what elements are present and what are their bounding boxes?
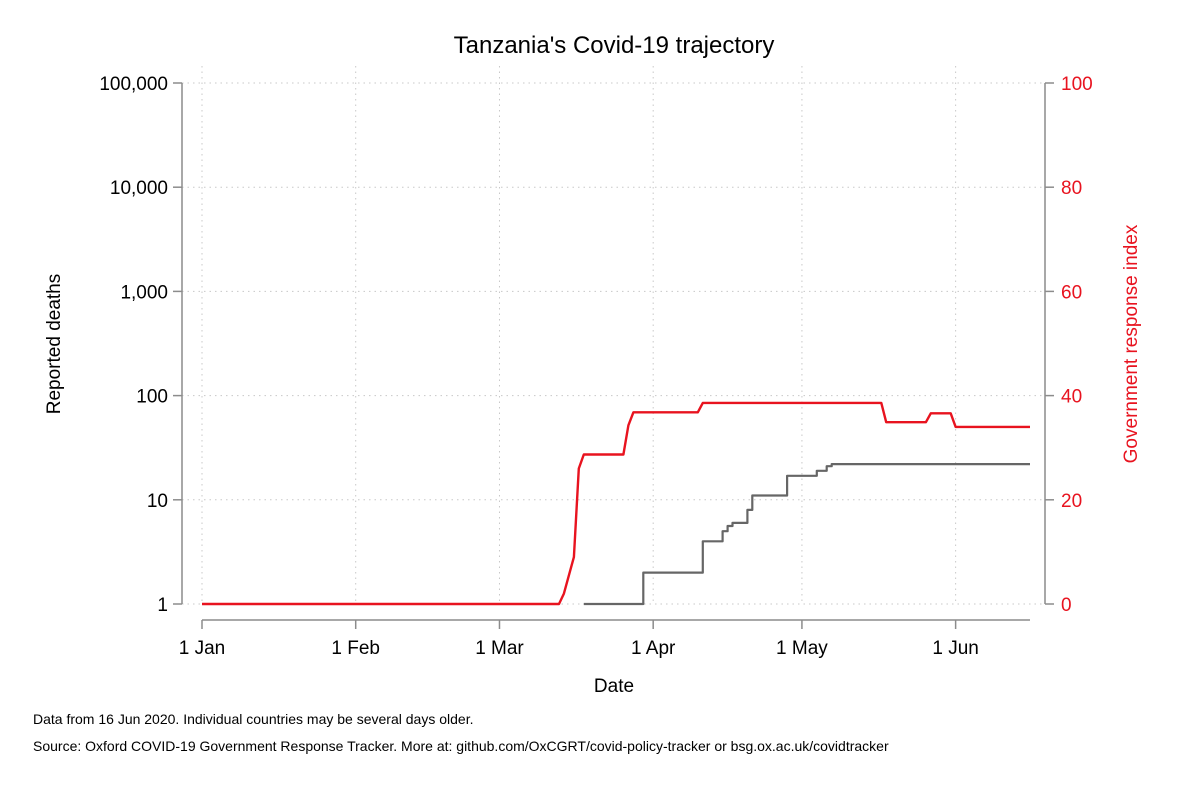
y-axis-label-left: Reported deaths <box>44 274 65 415</box>
data-lines <box>202 401 1030 606</box>
y-left-tick-label: 1 <box>157 595 168 616</box>
source-note: Source: Oxford COVID-19 Government Respo… <box>33 738 889 754</box>
series-line-response-index <box>202 401 1030 606</box>
x-axis-label: Date <box>594 676 634 697</box>
x-tick-label: 1 Feb <box>331 638 380 659</box>
y-right-tick-label: 60 <box>1061 282 1082 303</box>
y-right-tick-label: 80 <box>1061 178 1082 199</box>
y-left-tick-label: 10,000 <box>110 178 168 199</box>
tick-labels: 1 10 100 1,000 10,000 100,000 0 20 40 60 80 100 1 Ja… <box>99 74 1092 659</box>
y-right-tick-label: 40 <box>1061 387 1082 408</box>
x-tick-label: 1 Mar <box>475 638 524 659</box>
x-tick-label: 1 Jan <box>179 638 225 659</box>
covid-trajectory-chart: 1 10 100 1,000 10,000 100,000 0 20 40 60 80 100 1 Ja… <box>44 32 1142 697</box>
y-axis-label-right: Government response index <box>1121 224 1142 463</box>
series-line-deaths <box>583 463 1030 606</box>
y-left-tick-label: 100 <box>136 387 168 408</box>
y-left-tick-label: 1,000 <box>120 282 168 303</box>
y-right-tick-label: 100 <box>1061 74 1093 95</box>
x-tick-label: 1 Jun <box>932 638 978 659</box>
y-right-tick-label: 0 <box>1061 595 1072 616</box>
axes <box>173 82 1054 629</box>
grid-lines <box>182 66 1045 605</box>
y-left-tick-label: 10 <box>147 491 168 512</box>
x-tick-label: 1 Apr <box>631 638 676 659</box>
chart-title: Tanzania's Covid-19 trajectory <box>454 32 775 59</box>
x-tick-label: 1 May <box>776 638 828 659</box>
data-date-note: Data from 16 Jun 2020. Individual countr… <box>33 711 474 727</box>
y-left-tick-label: 100,000 <box>99 74 168 95</box>
y-right-tick-label: 20 <box>1061 491 1082 512</box>
